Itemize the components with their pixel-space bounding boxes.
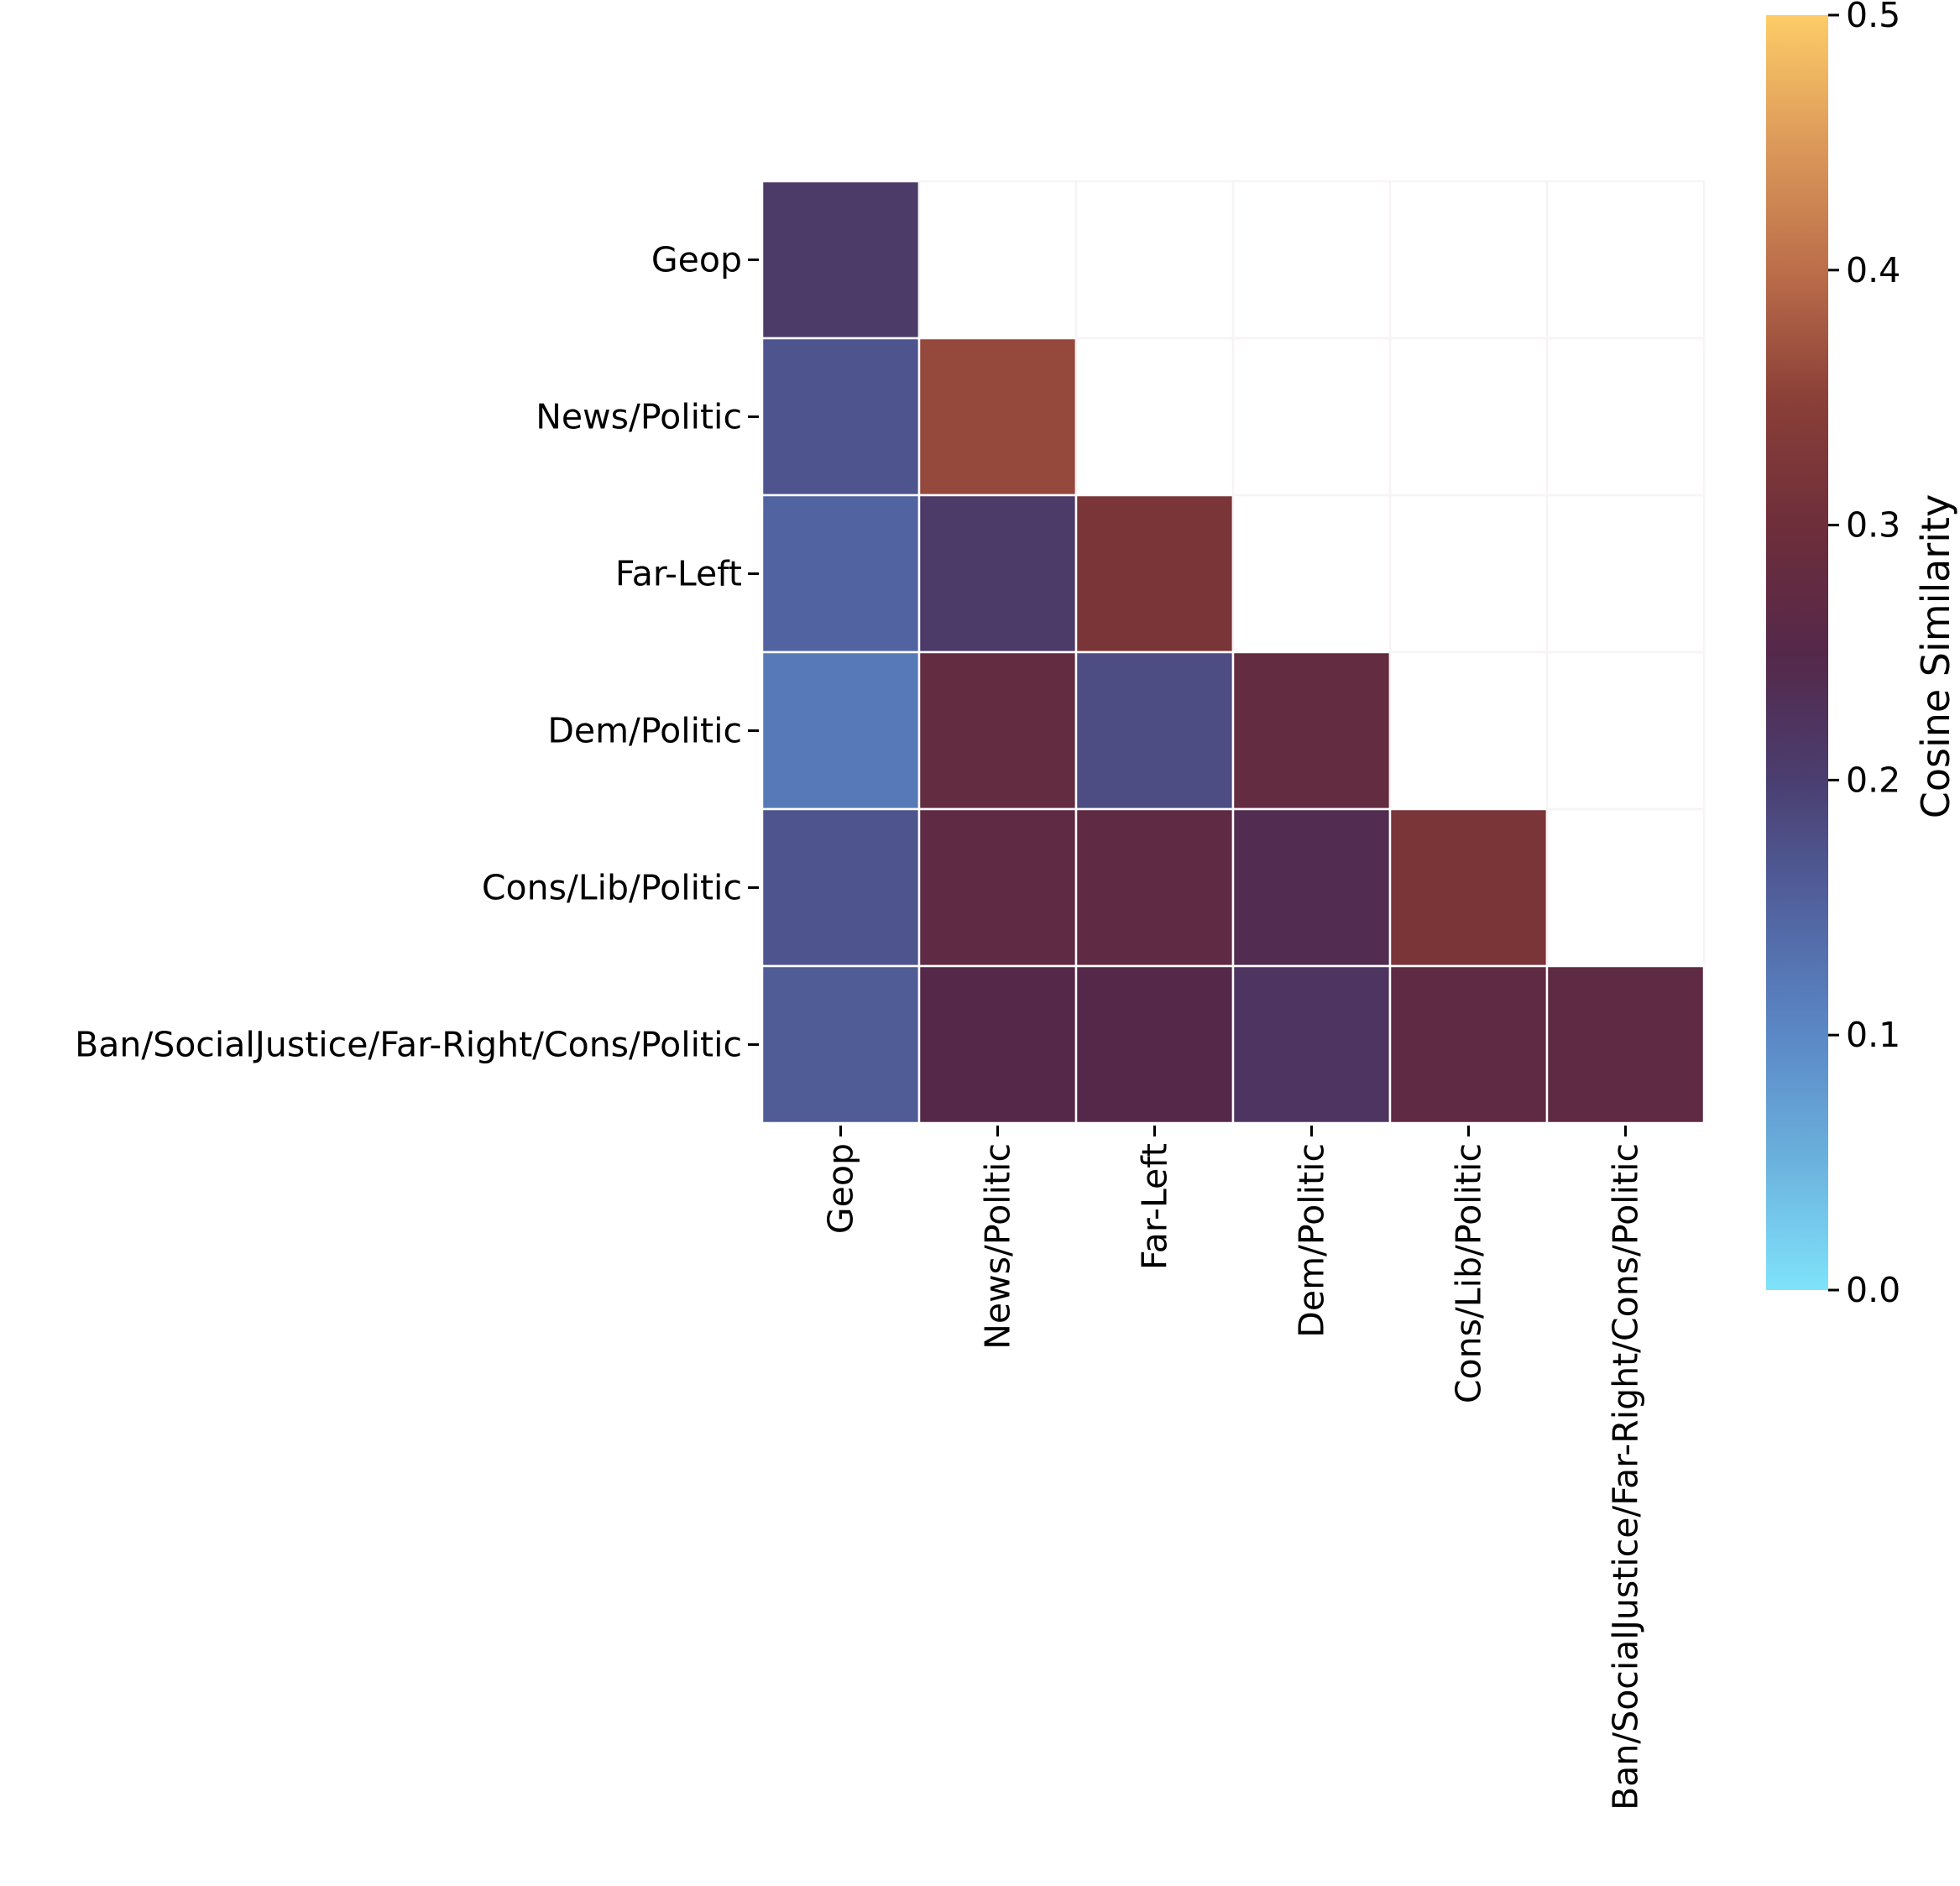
heatmap-cell <box>760 494 921 654</box>
y-tick-label: Ban/SocialJustice/Far-Right/Cons/Politic <box>75 1025 742 1065</box>
heatmap-cell <box>917 337 1078 497</box>
x-tick-label: Dem/Politic <box>1292 1143 1332 1338</box>
heatmap-cell <box>760 807 921 968</box>
colorbar-label: Cosine Similarity <box>1913 494 1958 819</box>
heatmap-cell <box>1074 494 1235 654</box>
x-axis: Geop News/Politic Far-Left Dem/Politic Cons/… <box>821 1126 1646 1810</box>
x-tick-label: Cons/Lib/Politic <box>1449 1143 1489 1403</box>
masked-cell <box>917 180 1078 340</box>
masked-cell <box>1231 337 1392 497</box>
masked-cell <box>1545 807 1706 968</box>
masked-cell <box>1545 494 1706 654</box>
masked-cell <box>1074 337 1235 497</box>
colorbar-tick-label: 0.2 <box>1846 760 1900 800</box>
heatmap-cell <box>1545 964 1706 1125</box>
heatmap-cell <box>1388 807 1549 968</box>
y-tick-label: Far-Left <box>615 554 742 594</box>
masked-cell <box>1388 180 1549 340</box>
y-tick-label: Cons/Lib/Politic <box>482 868 742 908</box>
x-tick-label: News/Politic <box>978 1143 1018 1350</box>
colorbar-tick-label: 0.3 <box>1846 505 1900 546</box>
colorbar-tick-label: 0.5 <box>1846 0 1900 35</box>
heatmap-cell <box>760 337 921 497</box>
heatmap-cell <box>917 650 1078 811</box>
colorbar: 0.0 0.1 0.2 0.3 0.4 0.5 <box>1766 0 1900 1310</box>
masked-cell <box>1074 180 1235 340</box>
masked-cell <box>1388 494 1549 654</box>
heatmap-cell <box>1231 650 1392 811</box>
colorbar-tick-label: 0.1 <box>1846 1015 1900 1055</box>
masked-cell <box>1545 337 1706 497</box>
heatmap-cell <box>1074 964 1235 1125</box>
y-tick-label: Geop <box>651 240 742 280</box>
masked-cell <box>1231 180 1392 340</box>
heatmap-cell <box>1074 807 1235 968</box>
x-tick-label: Far-Left <box>1135 1143 1175 1270</box>
heatmap-cell <box>1231 964 1392 1125</box>
heatmap-cell <box>760 180 921 340</box>
heatmap-cell <box>917 807 1078 968</box>
heatmap-cell <box>1388 964 1549 1125</box>
x-tick-label: Geop <box>821 1143 861 1234</box>
heatmap-cell <box>760 964 921 1125</box>
y-tick-label: News/Politic <box>536 397 742 437</box>
heatmap-cell <box>917 494 1078 654</box>
masked-cell <box>1545 180 1706 340</box>
masked-cell <box>1231 494 1392 654</box>
masked-cell <box>1388 337 1549 497</box>
masked-cell <box>1388 650 1549 811</box>
colorbar-gradient <box>1766 15 1828 1290</box>
y-axis: Geop News/Politic Far-Left Dem/Politic Cons/… <box>75 240 759 1065</box>
colorbar-tick-label: 0.0 <box>1846 1270 1900 1310</box>
heatmap-cell <box>917 964 1078 1125</box>
heatmap-cells <box>760 180 1706 1125</box>
y-tick-label: Dem/Politic <box>547 711 742 751</box>
heatmap-cell <box>1231 807 1392 968</box>
colorbar-tick-label: 0.4 <box>1846 250 1900 290</box>
heatmap-cell <box>760 650 921 811</box>
masked-cell <box>1545 650 1706 811</box>
heatmap-cell <box>1074 650 1235 811</box>
x-tick-label: Ban/SocialJustice/Far-Right/Cons/Politic <box>1606 1143 1646 1810</box>
